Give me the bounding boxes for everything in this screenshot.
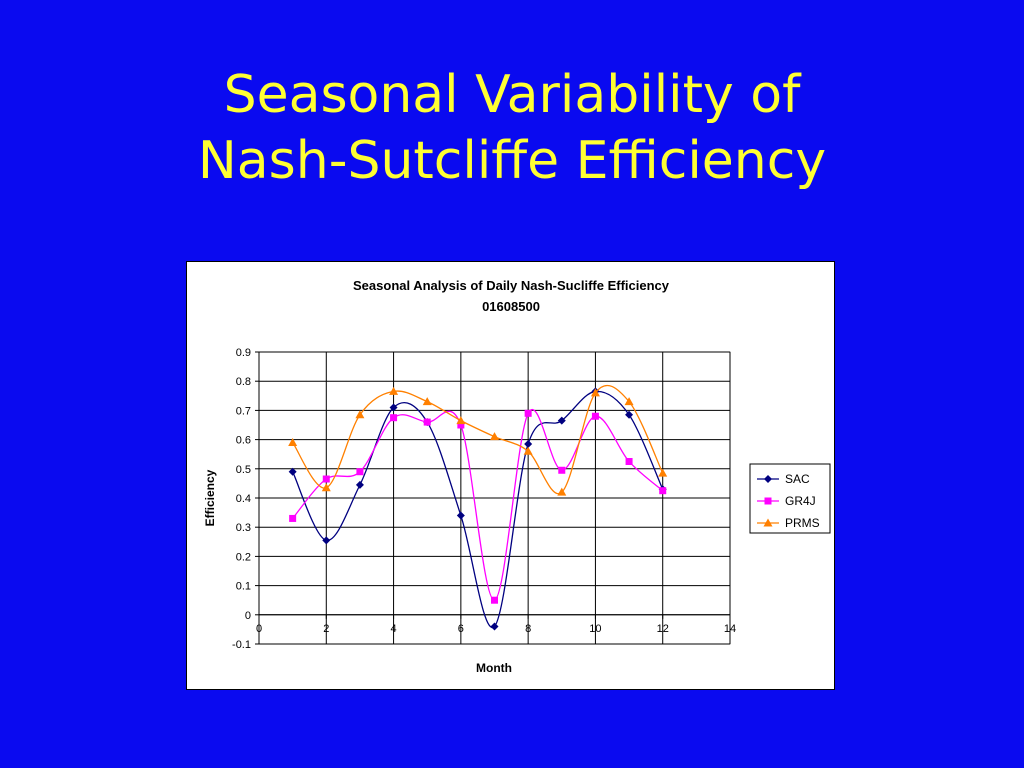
data-point-prms [523, 446, 533, 455]
chart-subtitle: 01608500 [482, 299, 540, 314]
legend-marker-prms [763, 518, 773, 527]
series-prms [288, 384, 668, 496]
x-tick-label: 6 [458, 623, 464, 635]
x-axis-label: Month [476, 661, 512, 675]
y-tick-label: 0.2 [236, 551, 251, 563]
y-tick-label: -0.1 [232, 639, 251, 651]
y-tick-label: 0.4 [236, 493, 251, 505]
data-point-prms [658, 468, 668, 477]
grid-lines [258, 351, 731, 645]
data-point-sac [322, 536, 331, 545]
y-tick-label: 0.8 [236, 376, 251, 388]
y-tick-label: 0.5 [236, 464, 251, 476]
slide-title-line-1: Seasonal Variability of [223, 65, 801, 125]
legend-label-prms: PRMS [785, 516, 820, 530]
legend-marker-sac [764, 475, 772, 483]
data-point-gr4j [390, 414, 398, 422]
data-point-sac [355, 480, 364, 489]
x-tick-label: 12 [657, 623, 669, 635]
x-tick-label: 0 [256, 623, 262, 635]
data-point-sac [456, 511, 465, 520]
series-gr4j [289, 409, 667, 604]
y-tick-label: 0.3 [236, 522, 251, 534]
data-point-prms [490, 432, 499, 441]
y-tick-label: 0.1 [236, 581, 251, 593]
x-tick-label: 8 [525, 623, 531, 635]
legend-box [749, 463, 831, 534]
legend-marker-gr4j [764, 497, 772, 505]
data-point-prms [456, 416, 466, 425]
data-point-prms [557, 487, 567, 496]
data-point-gr4j [591, 412, 599, 420]
data-point-gr4j [558, 466, 566, 474]
data-point-prms [321, 483, 331, 492]
data-point-gr4j [356, 468, 364, 476]
y-tick-label: 0.6 [236, 435, 251, 447]
data-point-gr4j [423, 418, 431, 426]
slide-title: Seasonal Variability of Nash-Sutcliffe E… [0, 62, 1024, 194]
slide-title-line-2: Nash-Sutcliffe Efficiency [197, 131, 827, 191]
chart-frame: Seasonal Analysis of Daily Nash-Sucliffe… [186, 261, 835, 690]
data-point-gr4j [491, 596, 498, 604]
y-tick-label: 0.7 [236, 405, 251, 417]
chart-title: Seasonal Analysis of Daily Nash-Sucliffe… [353, 278, 670, 293]
data-point-gr4j [625, 458, 633, 465]
y-tick-label: 0.9 [236, 347, 251, 359]
data-point-prms [422, 397, 432, 406]
y-axis-label: Efficiency [203, 469, 217, 526]
legend-label-sac: SAC [785, 472, 810, 486]
x-tick-label: 4 [391, 623, 397, 635]
data-point-sac [524, 439, 533, 448]
data-point-gr4j [659, 487, 667, 495]
data-point-prms [624, 397, 634, 406]
data-point-prms [389, 386, 399, 395]
axes [255, 351, 731, 645]
legend: SAC GR4J PRMS [749, 463, 831, 534]
data-point-gr4j [457, 421, 465, 429]
data-point-sac [557, 416, 566, 425]
data-point-sac [490, 622, 499, 631]
x-tick-label: 2 [323, 623, 329, 635]
data-point-gr4j [289, 514, 297, 522]
series-group [288, 384, 668, 631]
data-point-sac [389, 403, 398, 412]
data-point-gr4j [322, 475, 330, 483]
data-point-sac [625, 410, 634, 419]
data-point-gr4j [524, 409, 532, 417]
line-chart: Seasonal Analysis of Daily Nash-Sucliffe… [203, 278, 831, 675]
data-point-prms [355, 410, 365, 419]
tick-labels: -0.1 0 0.1 0.2 0.3 0.4 0.5 0.6 0.7 0.8 0.9 0 2 4 6 8 10 1… [232, 347, 736, 651]
data-point-sac [288, 467, 297, 476]
x-tick-label: 14 [724, 623, 736, 635]
x-tick-label: 10 [589, 623, 601, 635]
data-point-prms [590, 388, 600, 397]
legend-label-gr4j: GR4J [785, 494, 816, 508]
y-tick-label: 0 [245, 610, 251, 622]
data-point-prms [288, 438, 298, 447]
